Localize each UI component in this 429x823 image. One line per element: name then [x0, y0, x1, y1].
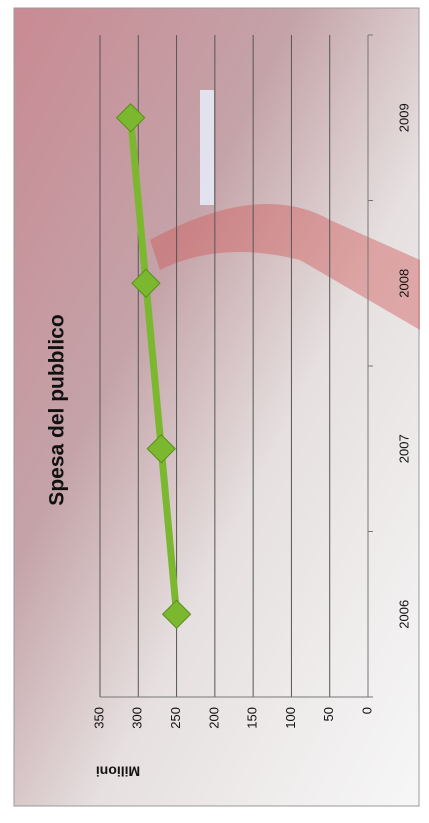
x-tick-label: 2006: [396, 600, 411, 629]
background: [13, 7, 420, 807]
x-tick-label: 2009: [396, 103, 411, 132]
photo-shape: [150, 204, 420, 330]
x-tick-label: 2007: [396, 434, 411, 463]
y-tick-label: 300: [130, 707, 145, 729]
y-axis-label: Milioni: [96, 763, 140, 779]
y-tick-label: 100: [283, 707, 298, 729]
marker: [115, 103, 146, 133]
chart-title: Spesa del pubblico: [46, 314, 69, 505]
x-tick-label: 2008: [396, 269, 411, 298]
marker: [131, 268, 161, 298]
marker: [146, 434, 176, 464]
y-tick-label: 50: [321, 707, 336, 721]
y-tick-label: 350: [91, 707, 106, 729]
y-tick-label: 150: [245, 707, 260, 729]
y-tick-label: 200: [206, 707, 221, 729]
series-line: [127, 114, 181, 618]
y-tick-label: 0: [359, 707, 374, 714]
marker: [161, 599, 192, 629]
photo-highlight: [200, 90, 214, 205]
y-tick-label: 250: [168, 707, 183, 729]
plot: Spesa del pubblico Milioni 0 50 100 150 200 2…: [46, 34, 411, 779]
